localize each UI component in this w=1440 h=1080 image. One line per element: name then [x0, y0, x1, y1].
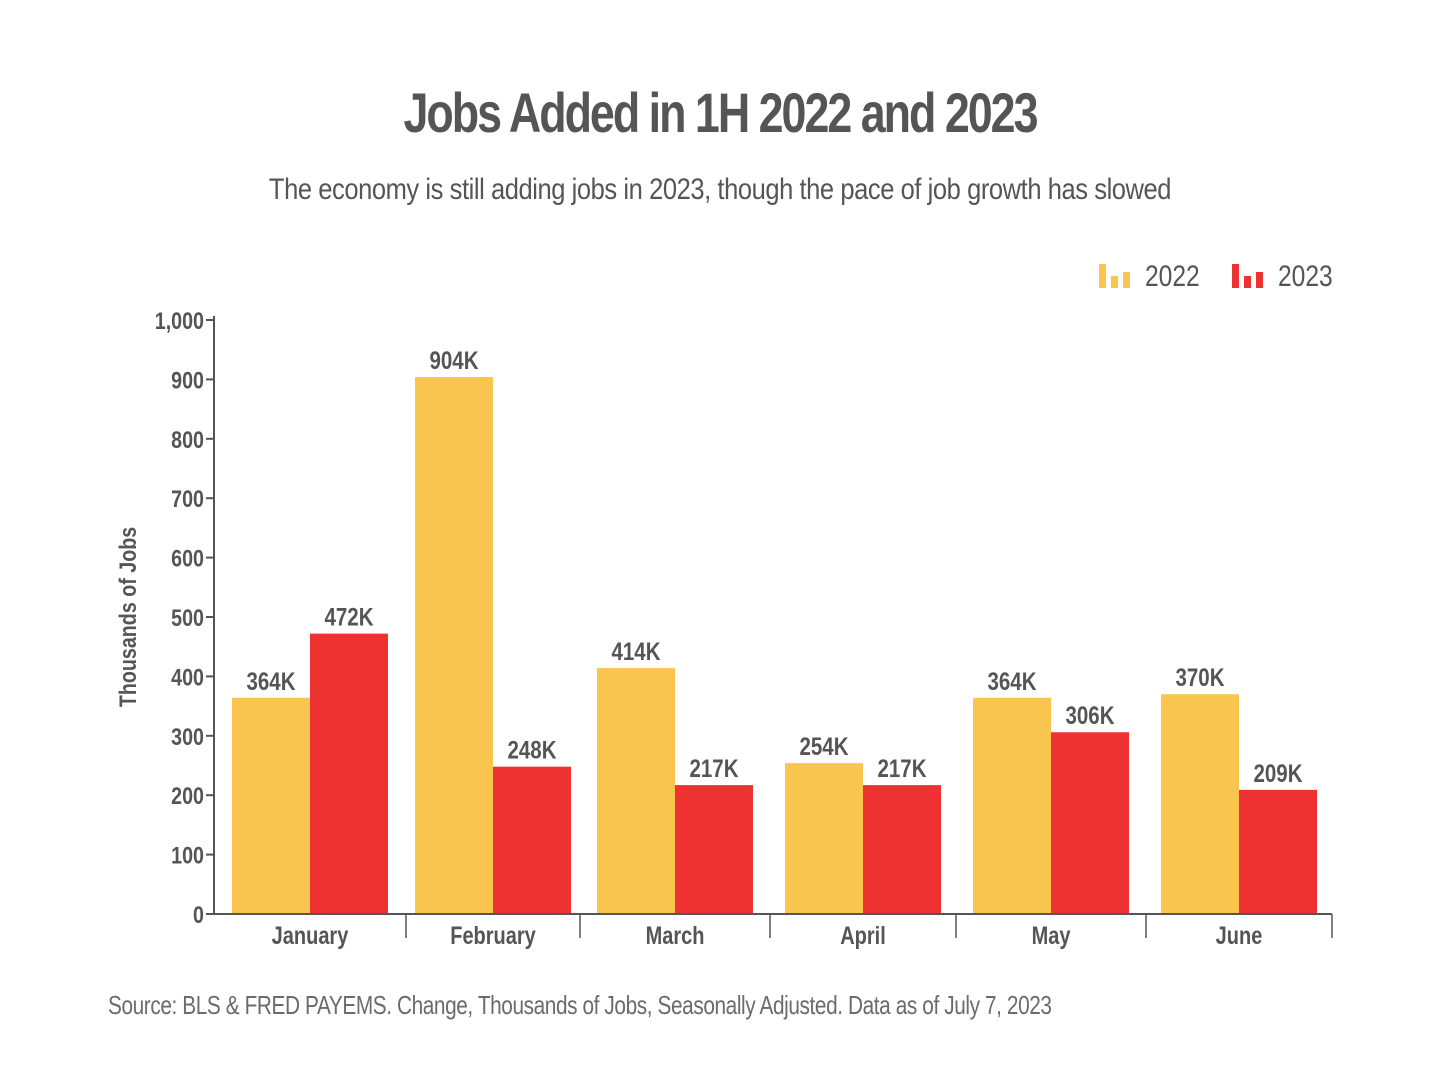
legend-label: 2022 — [1145, 259, 1200, 293]
y-tick-label: 100 — [171, 842, 204, 869]
y-tick-label: 0 — [193, 901, 204, 928]
y-tick-label: 600 — [171, 545, 204, 572]
y-tick-label: 900 — [171, 367, 204, 394]
x-tick-label: April — [840, 922, 886, 950]
bar-2022 — [1161, 694, 1239, 914]
y-axis-title: Thousands of Jobs — [114, 527, 141, 707]
y-tick-label: 500 — [171, 604, 204, 631]
legend-bar-icon — [1232, 264, 1263, 288]
data-label: 904K — [429, 346, 478, 374]
y-tick-label: 800 — [171, 426, 204, 453]
bar-2023 — [1239, 789, 1317, 914]
data-label: 364K — [246, 667, 295, 695]
bar-2022 — [785, 763, 863, 914]
bar-2023 — [863, 785, 941, 914]
legend-item-2022: 2022 — [1099, 259, 1200, 293]
chart-title: Jobs Added in 1H 2022 and 2023 — [403, 81, 1039, 144]
data-label: 217K — [877, 754, 926, 782]
data-label: 209K — [1253, 759, 1302, 787]
legend-label: 2023 — [1278, 259, 1333, 293]
y-tick-label: 1,000 — [155, 307, 204, 334]
data-label: 364K — [987, 667, 1036, 695]
y-tick-label: 300 — [171, 723, 204, 750]
data-label: 254K — [799, 732, 848, 760]
data-label: 217K — [689, 754, 738, 782]
data-label: 472K — [324, 603, 373, 631]
bars — [232, 377, 1317, 914]
y-axis: 0 100 200 300 400 500 600 700 800 900 1,000 — [155, 307, 215, 928]
bar-2022 — [597, 668, 675, 914]
x-tick-label: March — [646, 922, 705, 950]
x-tick-label: May — [1032, 922, 1071, 950]
legend-item-2023: 2023 — [1232, 259, 1333, 293]
legend-bar-icon — [1099, 264, 1130, 288]
bar-2023 — [675, 785, 753, 914]
x-tick-label: January — [272, 922, 349, 950]
y-tick-label: 700 — [171, 485, 204, 512]
bar-2023 — [1051, 732, 1129, 914]
y-tick-label: 400 — [171, 664, 204, 691]
chart-legend: 2022 2023 — [1099, 259, 1333, 293]
bar-labels: 364K 472K 904K 248K 414K 217K 254K 217K 364K 306K… — [246, 346, 1302, 787]
bar-2022 — [973, 697, 1051, 914]
x-tick-label: June — [1216, 922, 1263, 950]
data-label: 306K — [1065, 701, 1114, 729]
source-note: Source: BLS & FRED PAYEMS. Change, Thous… — [108, 990, 1052, 1020]
data-label: 248K — [507, 736, 556, 764]
bar-2022 — [232, 697, 310, 914]
data-label: 370K — [1175, 663, 1224, 691]
y-tick-label: 200 — [171, 782, 204, 809]
x-axis: January February March April May June — [214, 913, 1333, 950]
bar-2022 — [415, 377, 493, 914]
bar-2023 — [310, 633, 388, 914]
bar-2023 — [493, 766, 571, 914]
x-tick-label: February — [450, 922, 536, 950]
data-label: 414K — [611, 637, 660, 665]
chart-subtitle: The economy is still adding jobs in 2023… — [268, 173, 1172, 206]
